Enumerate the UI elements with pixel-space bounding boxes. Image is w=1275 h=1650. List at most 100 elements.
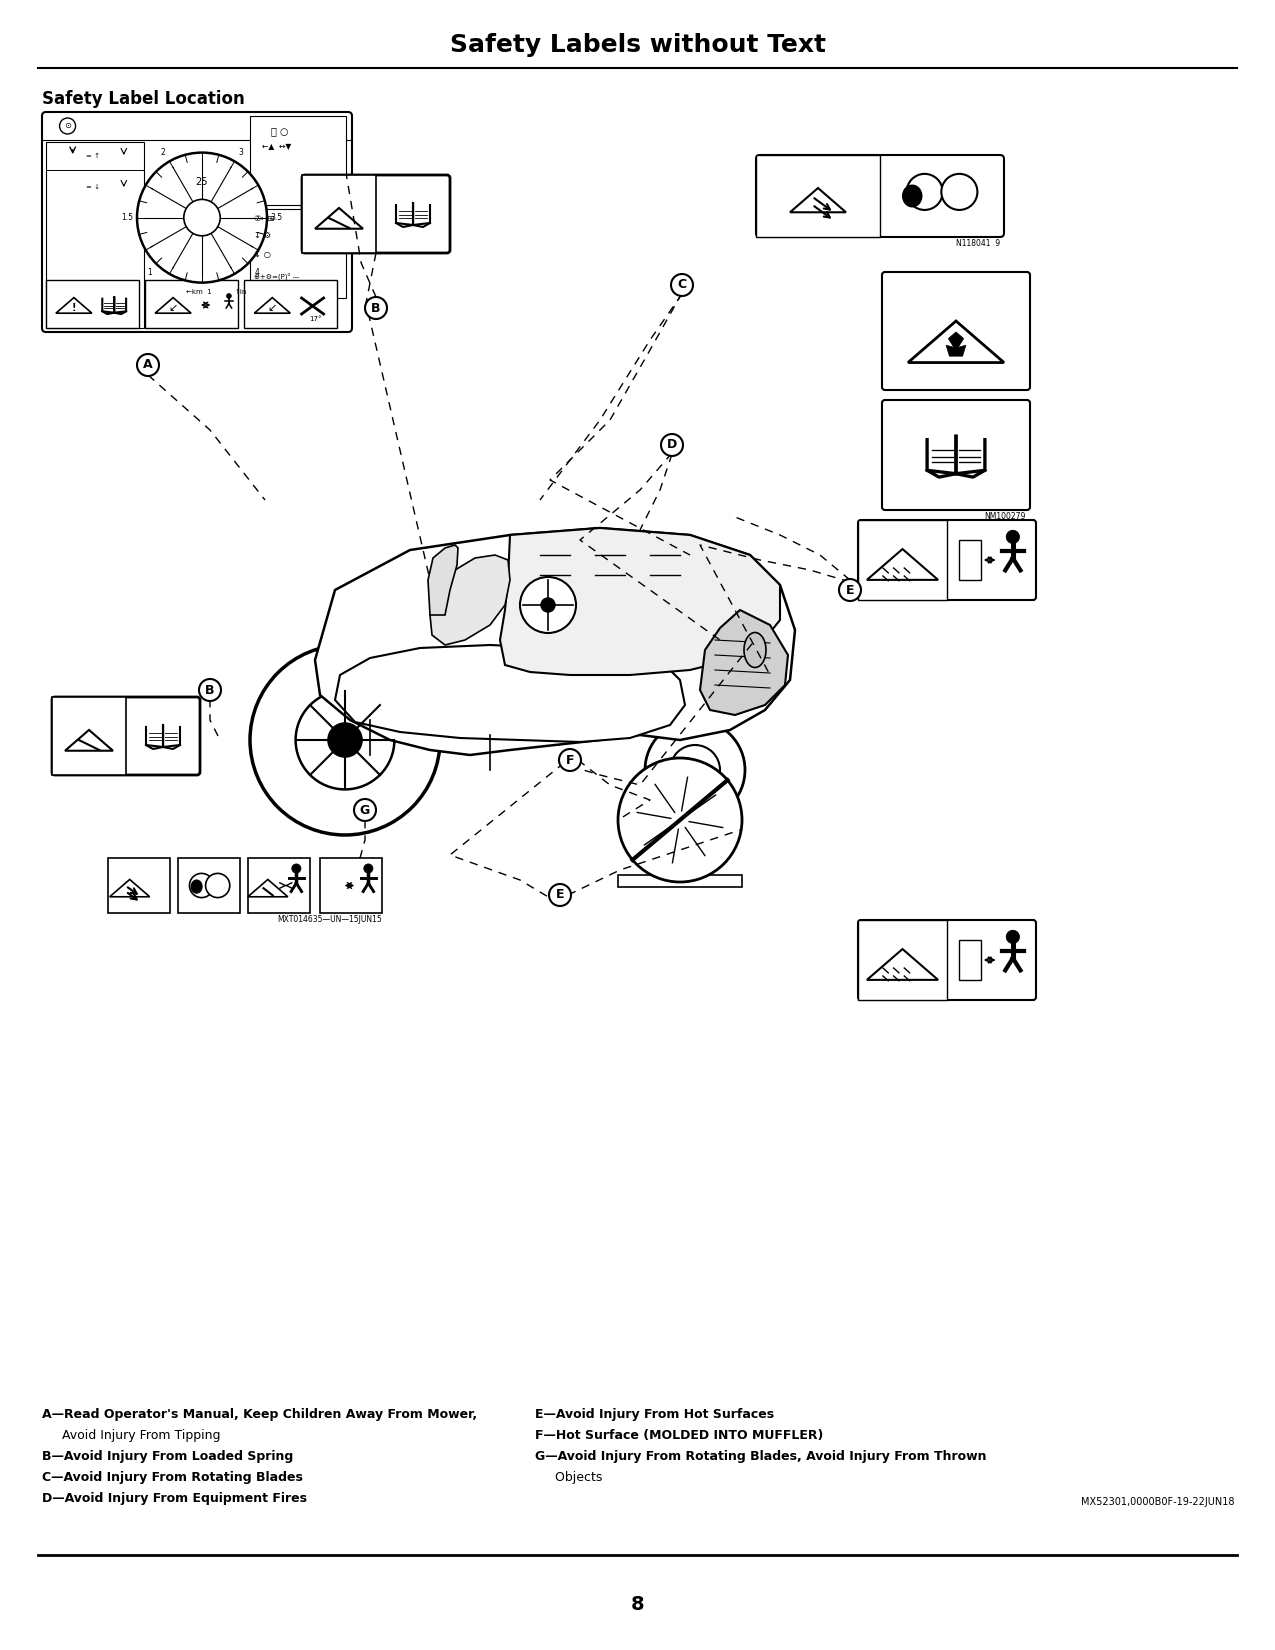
Text: D: D: [667, 439, 677, 452]
Polygon shape: [430, 554, 510, 645]
Text: ↧ ○: ↧ ○: [254, 249, 270, 259]
Polygon shape: [335, 645, 685, 742]
FancyBboxPatch shape: [756, 155, 1003, 238]
Text: Avoid Injury From Tipping: Avoid Injury From Tipping: [42, 1429, 221, 1442]
Circle shape: [669, 746, 720, 795]
Circle shape: [660, 434, 683, 455]
Text: C—Avoid Injury From Rotating Blades: C—Avoid Injury From Rotating Blades: [42, 1472, 303, 1483]
Text: 3.5: 3.5: [270, 213, 283, 223]
Bar: [756, 155, 880, 238]
Text: 8: 8: [631, 1596, 644, 1614]
Text: Objects: Objects: [536, 1472, 602, 1483]
Circle shape: [520, 578, 576, 634]
Text: 1.5: 1.5: [121, 213, 134, 223]
Bar: [618, 874, 742, 888]
Text: C: C: [677, 279, 686, 292]
Circle shape: [1006, 931, 1020, 944]
Text: 3: 3: [238, 148, 244, 157]
Circle shape: [292, 865, 301, 873]
Circle shape: [60, 119, 75, 134]
Polygon shape: [867, 949, 938, 980]
Polygon shape: [65, 729, 113, 751]
Circle shape: [558, 749, 581, 771]
Text: E: E: [556, 888, 565, 901]
FancyBboxPatch shape: [858, 921, 1037, 1000]
Text: NM100279: NM100279: [984, 512, 1026, 521]
Text: N118041  9: N118041 9: [956, 239, 1000, 247]
FancyBboxPatch shape: [882, 272, 1030, 389]
Text: Safety Label Location: Safety Label Location: [42, 91, 245, 107]
Circle shape: [199, 680, 221, 701]
Polygon shape: [247, 879, 288, 896]
Circle shape: [365, 297, 388, 318]
Circle shape: [1006, 530, 1020, 543]
Bar: [245, 280, 338, 328]
Polygon shape: [428, 544, 458, 615]
Text: ↙: ↙: [168, 304, 177, 314]
Text: 17°: 17°: [310, 317, 321, 322]
Bar: [179, 858, 240, 912]
Circle shape: [296, 691, 394, 789]
Bar: [249, 858, 310, 912]
Text: 🔑 ○: 🔑 ○: [272, 125, 289, 135]
FancyBboxPatch shape: [882, 399, 1030, 510]
Polygon shape: [700, 610, 788, 714]
Circle shape: [550, 884, 571, 906]
Text: A: A: [143, 358, 153, 371]
Bar: [46, 280, 139, 328]
Circle shape: [541, 597, 555, 612]
Text: ←km  1: ←km 1: [186, 289, 212, 295]
Text: ↙: ↙: [268, 304, 277, 314]
FancyBboxPatch shape: [52, 696, 200, 775]
Polygon shape: [908, 322, 1003, 363]
Text: ⊙: ⊙: [64, 122, 71, 130]
Text: ⑦←⊞: ⑦←⊞: [254, 213, 275, 223]
Bar: [145, 280, 238, 328]
Circle shape: [205, 873, 230, 898]
Polygon shape: [315, 528, 796, 756]
Bar: [250, 210, 346, 299]
Bar: [302, 175, 376, 252]
FancyBboxPatch shape: [42, 112, 352, 332]
Circle shape: [618, 757, 742, 883]
Text: !: !: [71, 304, 76, 314]
Polygon shape: [946, 332, 966, 356]
Circle shape: [136, 152, 266, 282]
Circle shape: [227, 294, 231, 299]
Circle shape: [645, 719, 745, 820]
Polygon shape: [315, 208, 363, 229]
Circle shape: [354, 799, 376, 822]
Circle shape: [250, 645, 440, 835]
Text: A—Read Operator's Manual, Keep Children Away From Mower,: A—Read Operator's Manual, Keep Children …: [42, 1407, 477, 1421]
Ellipse shape: [901, 185, 923, 208]
Text: 1: 1: [148, 269, 153, 277]
Polygon shape: [156, 297, 191, 314]
Text: 4: 4: [255, 269, 260, 277]
Circle shape: [907, 173, 942, 210]
Polygon shape: [254, 297, 291, 314]
Ellipse shape: [745, 632, 766, 668]
Circle shape: [687, 762, 703, 777]
Text: D—Avoid Injury From Equipment Fires: D—Avoid Injury From Equipment Fires: [42, 1492, 307, 1505]
Bar: [960, 540, 980, 581]
Bar: [960, 940, 980, 980]
Text: G—Avoid Injury From Rotating Blades, Avoid Injury From Thrown: G—Avoid Injury From Rotating Blades, Avo…: [536, 1450, 987, 1464]
Text: 25: 25: [196, 177, 208, 186]
Circle shape: [363, 865, 374, 873]
Bar: [46, 142, 144, 328]
Circle shape: [671, 274, 694, 295]
Text: F—Hot Surface (MOLDED INTO MUFFLER): F—Hot Surface (MOLDED INTO MUFFLER): [536, 1429, 824, 1442]
Circle shape: [839, 579, 861, 601]
Text: = ↑: = ↑: [87, 153, 101, 158]
Polygon shape: [56, 297, 92, 314]
Text: ⊕+⚙=(P)⁰ —: ⊕+⚙=(P)⁰ —: [254, 272, 300, 280]
Bar: [108, 858, 170, 912]
Circle shape: [328, 723, 362, 757]
Bar: [250, 116, 346, 205]
Circle shape: [136, 355, 159, 376]
Polygon shape: [867, 549, 938, 579]
Text: B: B: [205, 683, 214, 696]
Polygon shape: [110, 879, 149, 896]
FancyBboxPatch shape: [858, 520, 1037, 601]
Polygon shape: [790, 188, 847, 213]
